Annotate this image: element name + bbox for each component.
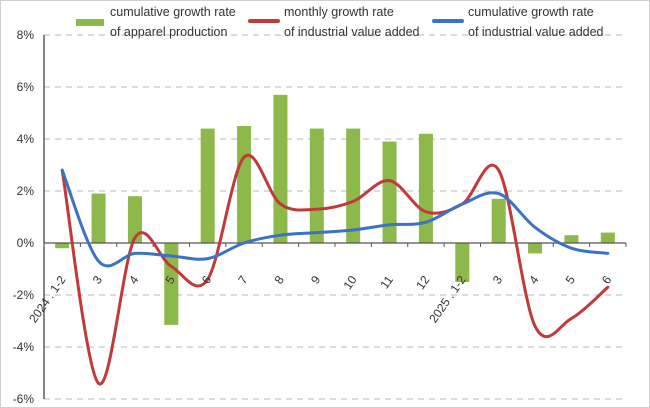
y-tick-label: 6% xyxy=(17,80,35,94)
x-tick-label: 3 xyxy=(90,273,105,287)
y-tick-label: 4% xyxy=(17,132,35,146)
bar xyxy=(200,128,215,243)
bar xyxy=(309,128,324,243)
bar xyxy=(91,193,106,243)
x-tick-label: 4 xyxy=(126,273,141,287)
bar xyxy=(491,198,506,243)
y-tick-label: -6% xyxy=(13,392,35,406)
bar xyxy=(273,94,288,243)
x-tick-label: 9 xyxy=(308,273,323,287)
x-tick-label: 8 xyxy=(272,273,287,287)
legend-label-apparel: cumulative growth rate of apparel produc… xyxy=(110,2,236,42)
x-tick-label: 6 xyxy=(599,273,614,287)
x-tick-label: 11 xyxy=(377,273,396,292)
y-tick-label: 8% xyxy=(17,28,35,42)
legend-line1: monthly growth rate xyxy=(284,5,394,19)
bar xyxy=(455,243,470,282)
series-line xyxy=(60,168,610,268)
bar xyxy=(382,141,397,243)
legend-label-monthly: monthly growth rate of industrial value … xyxy=(284,2,420,42)
x-tick-label: 10 xyxy=(341,273,360,292)
y-tick-label: -2% xyxy=(13,288,35,302)
x-tick-label: 5 xyxy=(563,273,578,287)
x-tick-label: 7 xyxy=(235,273,250,287)
legend-swatch-monthly xyxy=(248,19,280,23)
y-tick-label: 0% xyxy=(17,236,35,250)
x-tick-label: 12 xyxy=(413,273,432,292)
y-tick-label: -4% xyxy=(13,340,35,354)
legend-line2: of industrial value added xyxy=(468,25,604,39)
bar xyxy=(564,235,579,243)
legend-line1: cumulative growth rate xyxy=(110,5,236,19)
bar xyxy=(237,126,252,243)
y-tick-label: 2% xyxy=(17,184,35,198)
bar xyxy=(55,243,70,249)
bar xyxy=(346,128,361,243)
legend-swatch-cumulative xyxy=(432,19,464,23)
bar xyxy=(127,196,142,243)
bar xyxy=(600,232,615,243)
legend-swatch-apparel xyxy=(76,19,104,26)
legend-line1: cumulative growth rate xyxy=(468,5,594,19)
legend-label-cumulative: cumulative growth rate of industrial val… xyxy=(468,2,604,42)
bar xyxy=(418,133,433,243)
x-tick-label: 4 xyxy=(526,273,541,287)
x-tick-label: 3 xyxy=(490,273,505,287)
series-line xyxy=(60,153,610,386)
bar xyxy=(528,243,543,254)
legend-line2: of apparel production xyxy=(110,25,228,39)
x-tick-label: 2025 . 1-2 xyxy=(426,273,469,326)
legend-line2: of industrial value added xyxy=(284,25,420,39)
